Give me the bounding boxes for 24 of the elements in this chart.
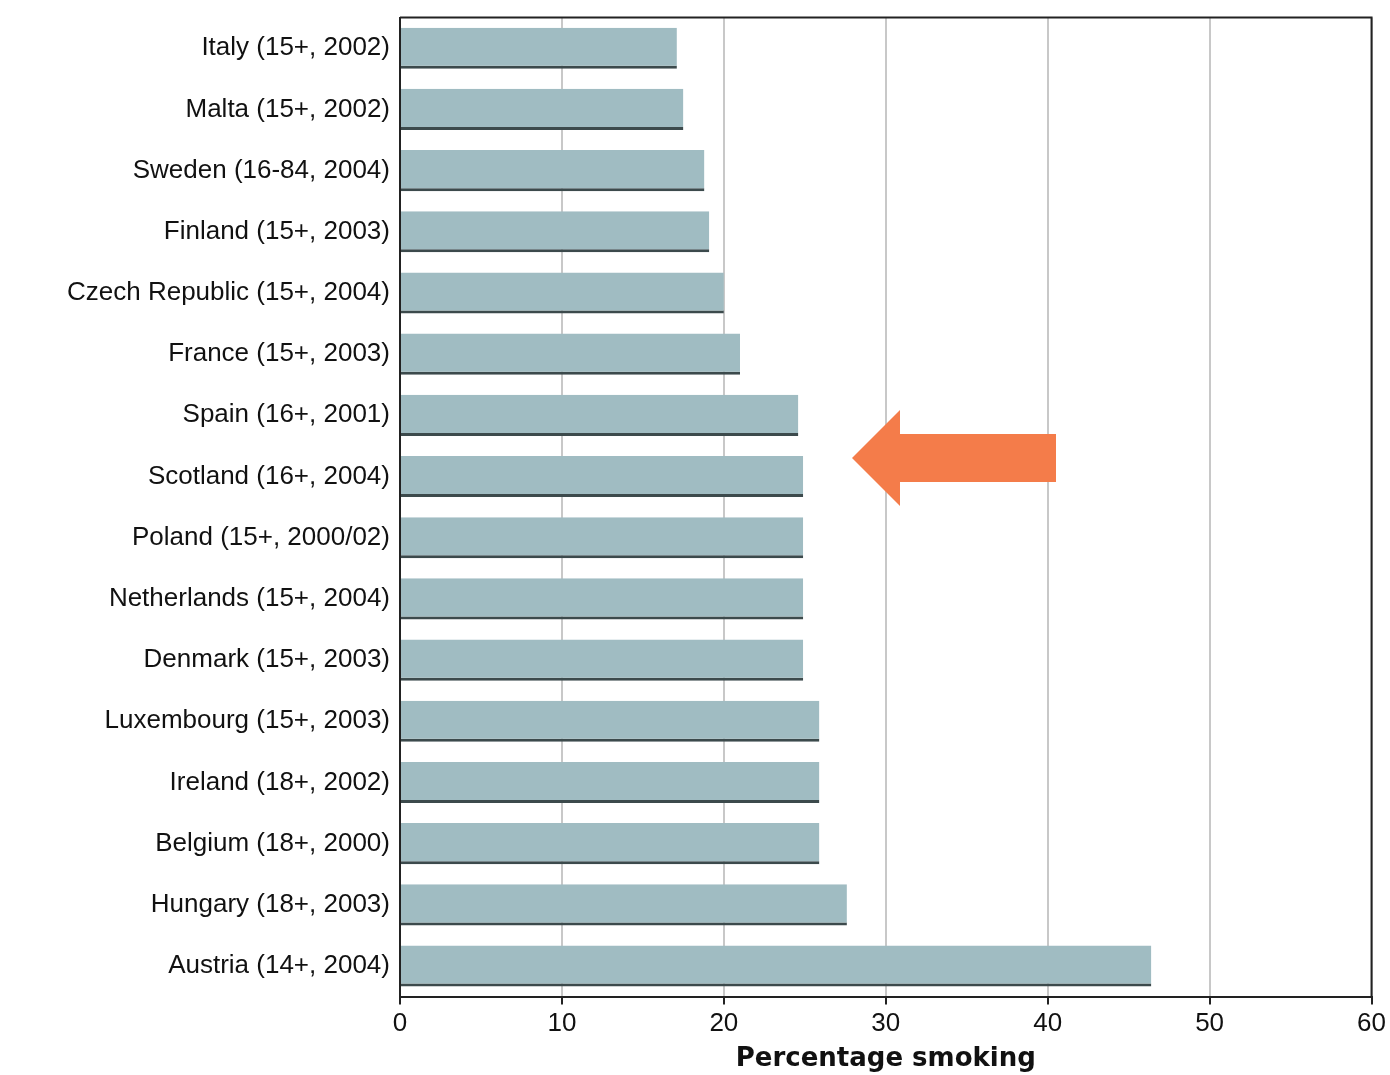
x-tick-label: 50 bbox=[1195, 1007, 1225, 1038]
x-tick-label: 0 bbox=[392, 1007, 408, 1038]
y-tick-label: Luxembourg (15+, 2003) bbox=[104, 704, 390, 735]
y-tick-label: Scotland (16+, 2004) bbox=[147, 459, 390, 490]
y-tick-label: Ireland (18+, 2002) bbox=[169, 765, 390, 796]
y-tick-label: Hungary (18+, 2003) bbox=[150, 887, 390, 918]
y-tick-label: Italy (15+, 2002) bbox=[201, 31, 390, 62]
y-tick-label: Finland (15+, 2003) bbox=[163, 214, 390, 245]
x-axis-title: Percentage smoking bbox=[735, 1042, 1036, 1073]
x-tick-label: 30 bbox=[871, 1007, 901, 1038]
y-tick-label: Belgium (18+, 2000) bbox=[155, 826, 390, 857]
y-tick-label: Sweden (16-84, 2004) bbox=[132, 153, 390, 184]
y-tick-label: Netherlands (15+, 2004) bbox=[108, 582, 390, 613]
x-tick-label: 60 bbox=[1357, 1007, 1386, 1038]
y-tick-label: Czech Republic (15+, 2004) bbox=[66, 276, 390, 307]
y-tick-label: Spain (16+, 2001) bbox=[182, 398, 390, 429]
y-tick-label: France (15+, 2003) bbox=[168, 337, 390, 368]
x-tick-label: 20 bbox=[709, 1007, 739, 1038]
x-tick-label: 10 bbox=[547, 1007, 577, 1038]
y-tick-label: Austria (14+, 2004) bbox=[168, 949, 390, 980]
y-tick-label: Malta (15+, 2002) bbox=[185, 92, 390, 123]
y-tick-label: Denmark (15+, 2003) bbox=[143, 643, 390, 674]
y-tick-label: Poland (15+, 2000/02) bbox=[131, 520, 390, 551]
x-tick-label: 40 bbox=[1033, 1007, 1063, 1038]
